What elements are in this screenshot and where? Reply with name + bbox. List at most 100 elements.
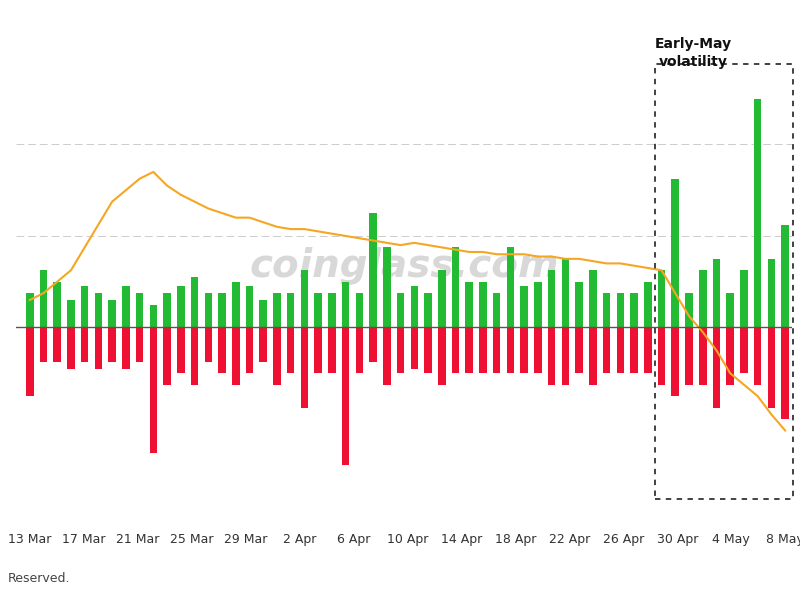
Bar: [726, 293, 734, 328]
Bar: [562, 328, 569, 385]
Bar: [273, 293, 281, 328]
Bar: [493, 328, 501, 373]
Bar: [136, 293, 143, 328]
Bar: [699, 328, 706, 385]
Bar: [658, 328, 666, 385]
Bar: [190, 277, 198, 328]
Bar: [424, 328, 432, 373]
Bar: [136, 328, 143, 362]
Bar: [768, 328, 775, 407]
Bar: [521, 328, 528, 373]
Bar: [40, 270, 47, 328]
Bar: [273, 328, 281, 385]
Bar: [562, 259, 569, 328]
Bar: [246, 286, 254, 328]
Bar: [452, 328, 459, 373]
Bar: [301, 328, 308, 407]
Bar: [466, 328, 473, 373]
Bar: [424, 293, 432, 328]
Bar: [506, 328, 514, 373]
Bar: [603, 293, 610, 328]
Bar: [81, 286, 89, 328]
Bar: [534, 282, 542, 328]
Bar: [190, 328, 198, 385]
Bar: [548, 328, 555, 385]
Bar: [548, 270, 555, 328]
Bar: [177, 328, 185, 373]
Bar: [163, 293, 171, 328]
Bar: [259, 300, 267, 328]
Bar: [410, 286, 418, 328]
Bar: [603, 328, 610, 373]
Bar: [575, 282, 583, 328]
Bar: [699, 270, 706, 328]
Bar: [218, 293, 226, 328]
Bar: [108, 328, 116, 362]
Bar: [232, 282, 239, 328]
Bar: [754, 328, 762, 385]
Bar: [782, 224, 789, 328]
Bar: [40, 328, 47, 362]
Bar: [383, 328, 390, 385]
Bar: [506, 247, 514, 328]
Bar: [658, 270, 666, 328]
Bar: [287, 293, 294, 328]
Bar: [740, 328, 748, 373]
Bar: [355, 328, 363, 373]
Text: coinglass.com: coinglass.com: [250, 247, 558, 285]
Bar: [218, 328, 226, 373]
Bar: [383, 247, 390, 328]
Bar: [355, 293, 363, 328]
Bar: [314, 293, 322, 328]
Bar: [54, 282, 61, 328]
Bar: [232, 328, 239, 385]
Bar: [122, 286, 130, 328]
Bar: [438, 270, 446, 328]
Bar: [686, 328, 693, 385]
Bar: [740, 270, 748, 328]
Bar: [26, 328, 34, 396]
Bar: [397, 328, 404, 373]
Bar: [479, 282, 486, 328]
Bar: [438, 328, 446, 385]
Bar: [81, 328, 89, 362]
Bar: [328, 328, 336, 373]
Bar: [754, 98, 762, 328]
Bar: [589, 328, 597, 385]
Text: Early-May
volatility: Early-May volatility: [655, 37, 732, 69]
Bar: [782, 328, 789, 419]
Bar: [122, 328, 130, 368]
Bar: [713, 259, 720, 328]
Bar: [246, 328, 254, 373]
Bar: [301, 270, 308, 328]
Bar: [466, 282, 473, 328]
Bar: [686, 293, 693, 328]
Bar: [630, 328, 638, 373]
Bar: [26, 293, 34, 328]
Bar: [479, 328, 486, 373]
Bar: [94, 328, 102, 368]
Bar: [644, 282, 651, 328]
Bar: [575, 328, 583, 373]
Bar: [452, 247, 459, 328]
Bar: [287, 328, 294, 373]
Bar: [108, 300, 116, 328]
Bar: [67, 300, 74, 328]
Bar: [397, 293, 404, 328]
Bar: [617, 293, 624, 328]
Bar: [410, 328, 418, 368]
Bar: [630, 293, 638, 328]
Bar: [654, 64, 794, 499]
Bar: [644, 328, 651, 373]
Bar: [163, 328, 171, 385]
Bar: [370, 328, 377, 362]
Bar: [726, 328, 734, 385]
Bar: [493, 293, 501, 328]
Bar: [768, 259, 775, 328]
Bar: [671, 328, 679, 396]
Bar: [314, 328, 322, 373]
Bar: [328, 293, 336, 328]
Bar: [150, 328, 157, 454]
Bar: [589, 270, 597, 328]
Bar: [205, 293, 212, 328]
